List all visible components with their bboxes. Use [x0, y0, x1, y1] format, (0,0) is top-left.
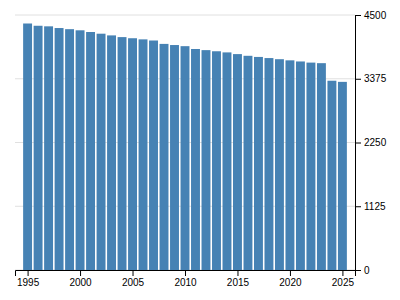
bar	[65, 29, 74, 270]
x-tick-mark	[28, 270, 29, 276]
y-tick-label: 2250	[364, 137, 387, 148]
bar	[44, 26, 53, 270]
y-tick-mark	[355, 15, 361, 16]
x-tick-label: 2015	[227, 277, 250, 288]
x-tick-mark	[237, 270, 238, 276]
bar	[118, 37, 127, 270]
x-axis-line	[16, 271, 356, 277]
bar	[181, 46, 190, 270]
bar	[170, 45, 179, 270]
x-tick: 2000	[69, 270, 92, 288]
x-tick-mark	[133, 270, 134, 276]
bar	[23, 24, 32, 271]
bar	[327, 81, 336, 270]
y-tick-label: 3375	[364, 73, 387, 84]
bar	[223, 52, 232, 270]
y-tick-mark	[355, 270, 361, 271]
x-axis: 1995 2000 2005 2010 2015 2020 2025	[16, 270, 356, 288]
x-tick-mark	[80, 270, 81, 276]
y-tick-label: 4500	[364, 10, 387, 21]
bar	[202, 50, 211, 270]
bar	[97, 34, 106, 270]
y-tick-label: 0	[364, 265, 370, 276]
y-tick-mark	[355, 206, 361, 207]
bar	[76, 30, 85, 270]
y-tick: 2250	[355, 137, 387, 148]
bar	[128, 38, 137, 270]
x-tick: 2015	[227, 270, 250, 288]
y-tick-mark	[355, 79, 361, 80]
x-tick-label: 2005	[122, 277, 145, 288]
x-tick-mark	[290, 270, 291, 276]
y-tick: 0	[355, 265, 370, 276]
x-tick-label: 2025	[332, 277, 355, 288]
bar	[233, 54, 242, 270]
y-tick: 4500	[355, 10, 387, 21]
x-tick-label: 1995	[17, 277, 40, 288]
x-tick: 2005	[122, 270, 145, 288]
x-tick: 2010	[174, 270, 197, 288]
x-tick: 2020	[279, 270, 302, 288]
bar	[149, 41, 158, 271]
bar	[191, 49, 200, 270]
grid-line	[15, 15, 355, 16]
bar	[160, 44, 169, 270]
x-tick-mark	[342, 270, 343, 276]
bar	[264, 58, 273, 270]
bars	[23, 24, 347, 271]
bar	[34, 26, 43, 270]
bar	[55, 28, 64, 270]
bar	[275, 59, 284, 270]
x-tick: 1995	[17, 270, 40, 288]
bar	[212, 51, 221, 270]
bar	[317, 63, 326, 270]
y-tick: 3375	[355, 73, 387, 84]
x-tick-label: 2010	[174, 277, 197, 288]
bar	[306, 63, 315, 270]
y-tick: 1125	[355, 201, 386, 212]
y-tick-mark	[355, 143, 361, 144]
x-tick: 2025	[332, 270, 355, 288]
x-tick-mark	[185, 270, 186, 276]
x-tick-label: 2020	[279, 277, 302, 288]
grid	[15, 15, 355, 270]
bar	[254, 57, 263, 270]
y-axis-line	[356, 16, 362, 271]
bar	[338, 82, 347, 270]
bar	[296, 61, 305, 270]
bar	[244, 56, 253, 270]
y-axis: 0 1125 2250 3375 4500	[355, 10, 387, 276]
bar	[139, 39, 148, 270]
y-tick-label: 1125	[364, 201, 386, 212]
bar	[285, 60, 294, 270]
x-tick-label: 2000	[69, 277, 92, 288]
plot: 1995 2000 2005 2010 2015 2020 2025 0 1125 2250 337…	[15, 10, 387, 288]
bar	[107, 35, 116, 270]
chart: 1995 2000 2005 2010 2015 2020 2025 0 1125 2250 337…	[0, 0, 400, 300]
bar	[86, 32, 95, 270]
